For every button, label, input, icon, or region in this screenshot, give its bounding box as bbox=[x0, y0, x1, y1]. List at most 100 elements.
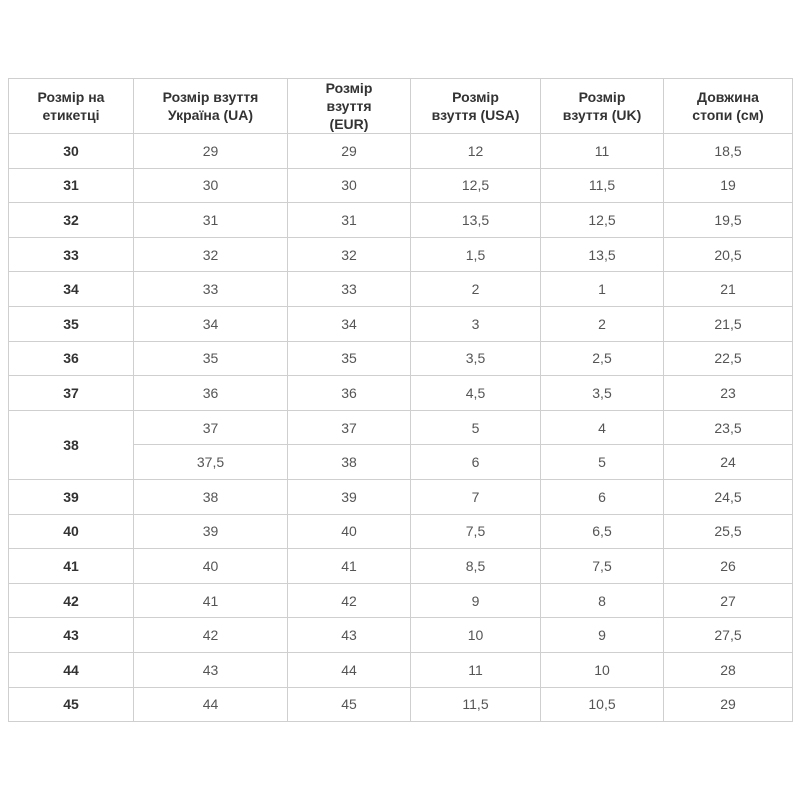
table-cell: 29 bbox=[133, 133, 288, 169]
table-cell: 13,5 bbox=[410, 202, 541, 238]
table-row: 40 39 40 7,5 6,5 25,5 bbox=[8, 513, 793, 550]
table-cell: 38 bbox=[133, 478, 288, 515]
header-row: Розмір на етикетці Розмір взуття Україна … bbox=[8, 78, 793, 134]
table-row: 37,5 38 6 5 24 bbox=[9, 444, 793, 480]
table-cell: 29 bbox=[663, 686, 793, 723]
table-cell: 10,5 bbox=[540, 686, 664, 723]
table-cell: 7 bbox=[410, 478, 541, 515]
size-label: 42 bbox=[8, 582, 134, 619]
table-cell: 30 bbox=[287, 167, 411, 204]
table-cell: 11 bbox=[410, 651, 541, 688]
table-cell: 25,5 bbox=[663, 513, 793, 550]
table-row: 34 33 33 2 1 21 bbox=[8, 271, 793, 307]
table-cell: 31 bbox=[287, 202, 411, 238]
header-cell: Розмір взуття (USA) bbox=[410, 78, 541, 134]
table-cell: 27,5 bbox=[663, 617, 793, 653]
table-cell: 4,5 bbox=[410, 375, 541, 411]
table-cell: 33 bbox=[133, 271, 288, 307]
table-row: 38 37 37 5 4 23,5 bbox=[8, 409, 793, 480]
table-row: 32 31 31 13,5 12,5 19,5 bbox=[8, 202, 793, 238]
table-cell: 5 bbox=[410, 409, 541, 446]
table-row: 33 32 32 1,5 13,5 20,5 bbox=[8, 236, 793, 273]
table-cell: 8,5 bbox=[410, 548, 541, 584]
table-cell: 29 bbox=[287, 133, 411, 169]
table-row: 35 34 34 3 2 21,5 bbox=[8, 305, 793, 342]
table-row: 39 38 39 7 6 24,5 bbox=[8, 478, 793, 515]
table-cell: 37,5 bbox=[133, 444, 288, 480]
table-cell: 37 bbox=[287, 409, 411, 446]
table-cell: 36 bbox=[133, 375, 288, 411]
table-cell: 34 bbox=[287, 305, 411, 342]
table-cell: 2 bbox=[410, 271, 541, 307]
header-cell: Розмір взуття (UK) bbox=[540, 78, 664, 134]
table-cell: 3,5 bbox=[410, 340, 541, 377]
table-cell: 19 bbox=[663, 167, 793, 204]
size-label: 41 bbox=[8, 548, 134, 584]
table-row: 37 36 36 4,5 3,5 23 bbox=[8, 375, 793, 411]
table-cell: 28 bbox=[663, 651, 793, 688]
size-label: 45 bbox=[8, 686, 134, 723]
table-cell: 3 bbox=[410, 305, 541, 342]
table-row: 36 35 35 3,5 2,5 22,5 bbox=[8, 340, 793, 377]
table-cell: 24,5 bbox=[663, 478, 793, 515]
table-cell: 3,5 bbox=[540, 375, 664, 411]
table-cell: 11,5 bbox=[540, 167, 664, 204]
table-cell: 45 bbox=[287, 686, 411, 723]
table-row: 31 30 30 12,5 11,5 19 bbox=[8, 167, 793, 204]
size-label: 35 bbox=[8, 305, 134, 342]
table-cell: 19,5 bbox=[663, 202, 793, 238]
table-cell: 1 bbox=[540, 271, 664, 307]
table-cell: 39 bbox=[287, 478, 411, 515]
size-label: 34 bbox=[8, 271, 134, 307]
table-cell: 35 bbox=[287, 340, 411, 377]
table-cell: 44 bbox=[133, 686, 288, 723]
size-label: 30 bbox=[8, 133, 134, 169]
table-cell: 2 bbox=[540, 305, 664, 342]
table-cell: 8 bbox=[540, 582, 664, 619]
size-label: 33 bbox=[8, 236, 134, 273]
table-row: 42 41 42 9 8 27 bbox=[8, 582, 793, 619]
table-cell: 44 bbox=[287, 651, 411, 688]
table-cell: 42 bbox=[133, 617, 288, 653]
table-cell: 12,5 bbox=[410, 167, 541, 204]
table-cell: 42 bbox=[287, 582, 411, 619]
table-cell: 5 bbox=[540, 444, 664, 480]
table-cell: 2,5 bbox=[540, 340, 664, 377]
table-cell: 13,5 bbox=[540, 236, 664, 273]
table-cell: 9 bbox=[540, 617, 664, 653]
header-cell: Розмір взуття Україна (UA) bbox=[133, 78, 288, 134]
table-cell: 22,5 bbox=[663, 340, 793, 377]
table-cell: 33 bbox=[287, 271, 411, 307]
header-cell: Довжина стопи (см) bbox=[663, 78, 793, 134]
size-label: 38 bbox=[8, 409, 134, 480]
table-cell: 43 bbox=[133, 651, 288, 688]
table-cell: 38 bbox=[287, 444, 411, 480]
table-cell: 35 bbox=[133, 340, 288, 377]
size-label: 39 bbox=[8, 478, 134, 515]
size-label: 37 bbox=[8, 375, 134, 411]
table-cell: 10 bbox=[410, 617, 541, 653]
table-cell: 18,5 bbox=[663, 133, 793, 169]
table-cell: 6 bbox=[410, 444, 541, 480]
table-cell: 20,5 bbox=[663, 236, 793, 273]
table-cell: 4 bbox=[540, 409, 664, 446]
table-cell: 31 bbox=[133, 202, 288, 238]
table-cell: 11,5 bbox=[410, 686, 541, 723]
table-cell: 1,5 bbox=[410, 236, 541, 273]
table-cell: 23 bbox=[663, 375, 793, 411]
size-label: 32 bbox=[8, 202, 134, 238]
table-cell: 11 bbox=[540, 133, 664, 169]
header-cell: Розмір на етикетці bbox=[8, 78, 134, 134]
table-row: 30 29 29 12 11 18,5 bbox=[8, 133, 793, 169]
table-row: 45 44 45 11,5 10,5 29 bbox=[8, 686, 793, 723]
table-cell: 21 bbox=[663, 271, 793, 307]
table-cell: 34 bbox=[133, 305, 288, 342]
table-cell: 7,5 bbox=[410, 513, 541, 550]
table-cell: 6,5 bbox=[540, 513, 664, 550]
table-cell: 41 bbox=[133, 582, 288, 619]
table-cell: 43 bbox=[287, 617, 411, 653]
table-cell: 23,5 bbox=[663, 409, 793, 446]
size-label: 40 bbox=[8, 513, 134, 550]
table-cell: 30 bbox=[133, 167, 288, 204]
size-table: Розмір на етикетці Розмір взуття Україна … bbox=[8, 78, 793, 723]
